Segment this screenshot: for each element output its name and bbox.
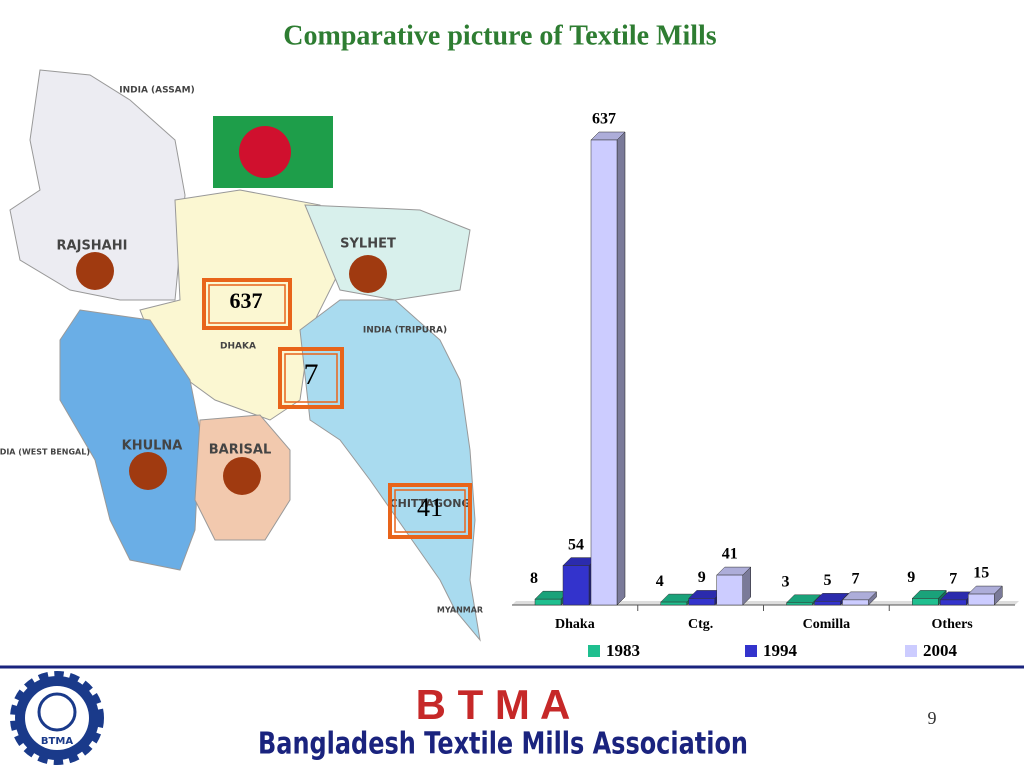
callout-label: 41 (417, 493, 443, 522)
legend-swatch (745, 645, 757, 657)
data-label: 637 (592, 111, 616, 128)
region-chittagong (299, 299, 481, 642)
data-label: 4 (656, 573, 664, 590)
x-tick-label: Others (932, 617, 974, 632)
bar (590, 131, 626, 606)
data-label: 9 (698, 569, 706, 586)
x-tick-label: Dhaka (555, 617, 595, 632)
map-label: INDIA (ASSAM) (119, 86, 194, 96)
data-label: 9 (907, 569, 915, 586)
flag-disc (239, 126, 291, 178)
callout-box-inner (284, 353, 338, 403)
bar (967, 585, 1003, 606)
map (9, 69, 481, 642)
data-label: 7 (852, 571, 860, 588)
region-khulna (59, 309, 201, 571)
chart-floor (512, 601, 1019, 605)
data-label: 8 (530, 570, 538, 587)
data-label: 15 (973, 565, 989, 582)
page-number: 9 (928, 708, 937, 728)
callout-box-inner (394, 489, 466, 533)
footer-acronym: B T M A (416, 681, 571, 728)
map-marker (349, 255, 387, 293)
map-label: INDIA (TRIPURA) (363, 326, 447, 336)
legend-swatch (588, 645, 600, 657)
region-rajshahi (9, 69, 186, 301)
x-tick-label: Ctg. (688, 617, 713, 632)
map-label: MYANMAR (437, 606, 483, 615)
data-label: 5 (824, 572, 832, 589)
legend-label: 1983 (606, 641, 640, 660)
map-marker (76, 252, 114, 290)
logo: BTMA (10, 671, 104, 765)
callout-box (278, 347, 344, 409)
callout-label: 637 (230, 288, 263, 313)
data-label: 54 (568, 536, 584, 553)
bar (716, 566, 752, 606)
map-label: RAJSHAHI (57, 239, 128, 254)
region-sylhet (304, 204, 471, 301)
data-label: 41 (722, 546, 738, 563)
logo-text: BTMA (41, 736, 73, 747)
map-label: KHULNA (122, 439, 183, 454)
data-label: 7 (949, 571, 957, 588)
slide-title: Comparative picture of Textile Mills (283, 20, 717, 51)
map-label: BARISAL (209, 443, 272, 458)
map-label: DHAKA (220, 342, 256, 352)
legend-label: 2004 (923, 641, 958, 660)
map-label: CHITTAGONG (390, 497, 471, 510)
footer-name: Bangladesh Textile Mills Association (258, 727, 748, 762)
map-label: INDIA (WEST BENGAL) (0, 448, 90, 457)
map-marker (223, 457, 261, 495)
region-dhaka (139, 189, 341, 421)
callout-box (202, 278, 292, 330)
callout-box (388, 483, 472, 539)
map-marker (129, 452, 167, 490)
x-tick-label: Comilla (803, 617, 850, 632)
data-label: 3 (782, 573, 790, 590)
legend-label: 1994 (763, 641, 798, 660)
legend-swatch (905, 645, 917, 657)
bar (841, 591, 878, 606)
callout-box-inner (208, 284, 286, 324)
map-label: SYLHET (340, 237, 396, 252)
callout-label: 7 (304, 358, 319, 391)
